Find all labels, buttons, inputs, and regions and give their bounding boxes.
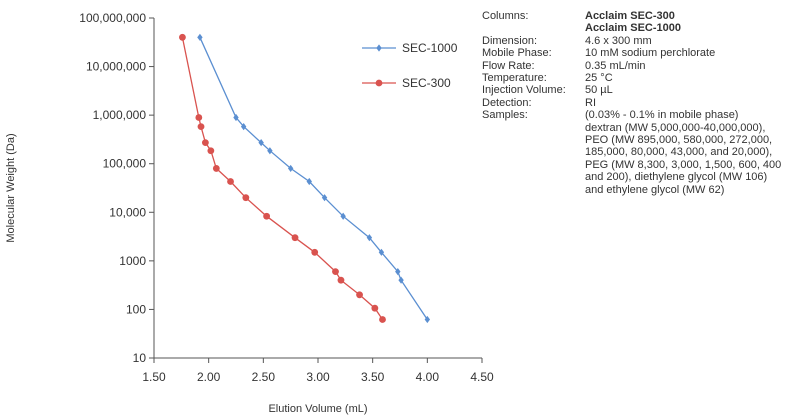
dimension-value: 4.6 x 300 mm — [585, 34, 652, 47]
detection-label: Detection: — [482, 96, 532, 109]
columns-label: Columns: — [482, 10, 529, 22]
data-point-sec-1000 — [233, 113, 239, 122]
x-tick-label: 3.50 — [361, 370, 385, 384]
injection-volume-label: Injection Volume: — [482, 84, 566, 97]
data-point-sec-300 — [332, 268, 339, 276]
columns-value-sec1000: Acclaim SEC-1000 — [585, 22, 681, 35]
conditions-row-injection-volume: Injection Volume: 50 µL — [482, 84, 807, 96]
samples-line: PEO (MW 895,000, 580,000, 272,000, — [585, 134, 773, 147]
conditions-row-flow-rate: Flow Rate: 0.35 mL/min — [482, 60, 807, 72]
columns-value-sec300: Acclaim SEC-300 — [585, 10, 675, 22]
conditions-panel: Columns: Acclaim SEC-300 Acclaim SEC-100… — [482, 10, 807, 196]
x-tick-label: 4.00 — [416, 370, 440, 384]
conditions-row-dimension: Dimension: 4.6 x 300 mm — [482, 35, 807, 47]
data-point-sec-300 — [212, 165, 220, 172]
samples-line: (0.03% - 0.1% in mobile phase) — [585, 109, 739, 122]
data-point-sec-300 — [371, 304, 379, 312]
data-point-sec-1000 — [321, 194, 328, 202]
samples-line: dextran (MW 5,000,000-40,000,000), — [585, 121, 766, 134]
columns-values: Acclaim SEC-300 Acclaim SEC-1000 — [585, 10, 807, 35]
data-point-sec-1000 — [398, 276, 404, 284]
temperature-value: 25 °C — [585, 72, 613, 85]
injection-volume-value: 50 µL — [585, 84, 613, 97]
series-sec-300 — [179, 33, 386, 323]
detection-value: RI — [585, 96, 596, 109]
data-point-sec-300 — [201, 139, 209, 147]
data-point-sec-1000 — [258, 139, 264, 147]
data-point-sec-1000 — [287, 164, 294, 173]
x-tick-label: 4.50 — [470, 370, 494, 384]
samples-line: and 200), diethylene glycol (MW 106) — [585, 171, 768, 184]
conditions-row-columns: Columns: Acclaim SEC-300 Acclaim SEC-100… — [482, 10, 807, 35]
data-point-sec-300 — [291, 234, 299, 242]
x-axis-title: Elution Volume (mL) — [268, 403, 367, 415]
data-point-sec-300 — [207, 147, 215, 155]
data-point-sec-1000 — [197, 33, 203, 41]
series-line-sec-1000 — [199, 37, 428, 320]
data-point-sec-300 — [356, 291, 363, 299]
series-sec-1000 — [197, 33, 431, 324]
y-tick-label: 10,000,000 — [86, 60, 146, 74]
chart-legend: SEC-1000 SEC-300 — [362, 41, 458, 90]
y-tick-label: 1,000,000 — [93, 108, 147, 122]
mobile-phase-label: Mobile Phase: — [482, 47, 552, 60]
temperature-label: Temperature: — [482, 72, 547, 85]
data-point-sec-300 — [263, 212, 271, 220]
samples-line: and ethylene glycol (MW 62) — [585, 183, 725, 196]
y-tick-label: 10,000 — [109, 205, 146, 219]
data-point-sec-300 — [195, 114, 203, 121]
legend-label-sec-1000: SEC-1000 — [402, 41, 458, 55]
data-point-sec-300 — [242, 194, 250, 202]
data-point-sec-1000 — [424, 315, 431, 324]
data-point-sec-300 — [197, 123, 205, 131]
y-tick-label: 100 — [126, 302, 146, 316]
conditions-row-samples: Samples: (0.03% - 0.1% in mobile phase) … — [482, 109, 807, 196]
y-tick-label: 100,000 — [103, 157, 147, 171]
data-point-sec-1000 — [340, 212, 346, 220]
samples-line: 185,000, 80,000, 43,000, and 20,000), — [585, 146, 773, 159]
chart-series — [179, 33, 431, 324]
x-tick-label: 1.50 — [142, 370, 166, 384]
x-tick-label: 2.00 — [197, 370, 221, 384]
legend-marker-sec-1000 — [376, 44, 382, 52]
y-tick-label: 100,000,000 — [79, 11, 146, 25]
data-point-sec-300 — [179, 33, 186, 41]
conditions-row-detection: Detection: RI — [482, 97, 807, 109]
legend-label-sec-300: SEC-300 — [402, 76, 451, 90]
data-point-sec-300 — [311, 248, 319, 256]
data-point-sec-1000 — [306, 177, 312, 186]
legend-marker-sec-300 — [375, 79, 383, 87]
data-point-sec-1000 — [240, 123, 247, 131]
samples-line: PEG (MW 8,300, 3,000, 1,500, 600, 400 — [585, 158, 782, 171]
x-tick-label: 3.00 — [306, 370, 330, 384]
y-tick-label: 10 — [133, 351, 147, 365]
series-line-sec-300 — [181, 37, 384, 320]
conditions-row-mobile-phase: Mobile Phase: 10 mM sodium perchlorate — [482, 47, 807, 59]
data-point-sec-300 — [379, 316, 386, 323]
data-point-sec-300 — [337, 276, 345, 284]
data-point-sec-1000 — [378, 248, 385, 256]
y-axis-title: Molecular Weight (Da) — [5, 133, 17, 242]
samples-value: (0.03% - 0.1% in mobile phase) dextran (… — [585, 109, 807, 196]
data-point-sec-1000 — [267, 147, 273, 155]
chart-axes: 10 100 1000 10,000 100,000 1,000,000 10,000,00… — [79, 11, 494, 384]
y-tick-label: 1000 — [119, 254, 146, 268]
flow-rate-label: Flow Rate: — [482, 59, 535, 72]
samples-label: Samples: — [482, 109, 528, 122]
conditions-row-temperature: Temperature: 25 °C — [482, 72, 807, 84]
flow-rate-value: 0.35 mL/min — [585, 59, 646, 72]
data-point-sec-300 — [227, 178, 234, 185]
data-point-sec-1000 — [366, 234, 373, 242]
x-tick-label: 2.50 — [252, 370, 276, 384]
data-point-sec-1000 — [395, 268, 401, 276]
mobile-phase-value: 10 mM sodium perchlorate — [585, 47, 716, 60]
dimension-label: Dimension: — [482, 34, 538, 47]
